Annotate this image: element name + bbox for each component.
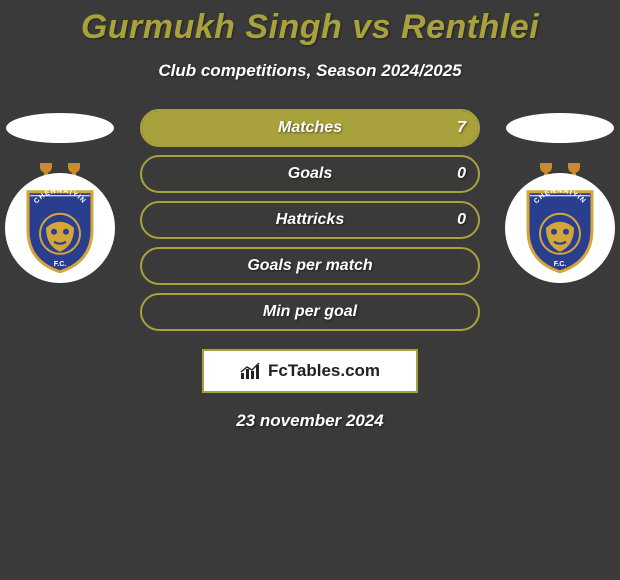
page-title: Gurmukh Singh vs Renthlei	[0, 0, 620, 47]
bar-chart-icon	[240, 362, 262, 380]
brand-text: FcTables.com	[268, 361, 380, 381]
club-name-bottom: F.C.	[554, 261, 567, 268]
stat-label: Min per goal	[263, 303, 357, 321]
player-right-column: CHENNAIYIN F.C.	[500, 109, 620, 283]
player-left-photo-placeholder	[6, 113, 114, 143]
stat-bar-goals: Goals 0	[140, 155, 480, 193]
stat-value-right: 0	[457, 165, 466, 183]
stat-bar-min-per-goal: Min per goal	[140, 293, 480, 331]
stat-value-right: 0	[457, 211, 466, 229]
stat-label: Goals per match	[247, 257, 372, 275]
subtitle: Club competitions, Season 2024/2025	[0, 61, 620, 81]
date-label: 23 november 2024	[0, 411, 620, 431]
stat-bar-matches: Matches 7	[140, 109, 480, 147]
shield-icon: CHENNAIYIN F.C.	[24, 186, 96, 274]
player-right-club-badge: CHENNAIYIN F.C.	[505, 173, 615, 283]
player-left-club-badge: CHENNAIYIN F.C.	[5, 173, 115, 283]
stat-label: Matches	[278, 119, 342, 137]
stat-bar-hattricks: Hattricks 0	[140, 201, 480, 239]
stat-value-right: 7	[457, 119, 466, 137]
stat-bars: Matches 7 Goals 0 Hattricks 0 Goals per match M…	[140, 109, 480, 331]
comparison-main: CHENNAIYIN F.C.	[0, 109, 620, 431]
player-right-photo-placeholder	[506, 113, 614, 143]
stat-label: Hattricks	[276, 211, 344, 229]
brand-box: FcTables.com	[202, 349, 418, 393]
stat-label: Goals	[288, 165, 332, 183]
stat-bar-goals-per-match: Goals per match	[140, 247, 480, 285]
club-name-bottom: F.C.	[54, 261, 67, 268]
shield-icon: CHENNAIYIN F.C.	[524, 186, 596, 274]
player-left-column: CHENNAIYIN F.C.	[0, 109, 120, 283]
